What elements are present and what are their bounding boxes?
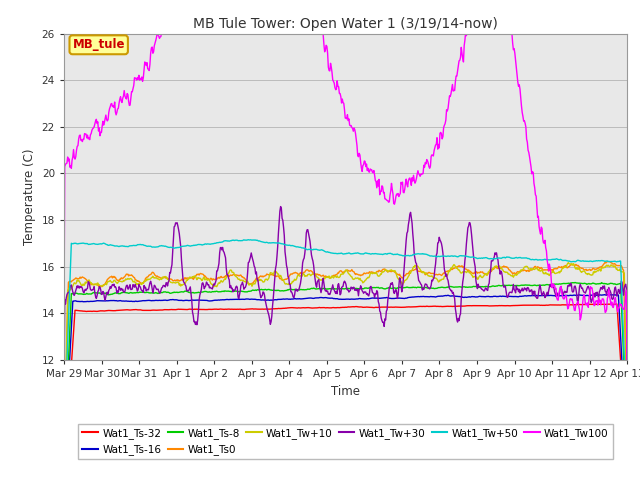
Wat1_Ts-8 <box>435 285 443 290</box>
Wat1_Tw+50 <box>280 241 287 247</box>
Wat1_Tw+10 <box>623 419 631 424</box>
Wat1_Ts-16 <box>279 296 287 302</box>
Wat1_Tw+50 <box>60 439 68 444</box>
Wat1_Tw+50 <box>623 429 631 434</box>
Wat1_Ts-32 <box>435 303 443 309</box>
Wat1_Ts-16 <box>404 295 412 300</box>
Wat1_Ts-8 <box>60 464 68 470</box>
Line: Wat1_Ts-32: Wat1_Ts-32 <box>64 304 627 475</box>
Wat1_Ts0 <box>258 274 266 279</box>
Wat1_Tw+10 <box>60 464 68 469</box>
Wat1_Tw+30 <box>276 204 284 209</box>
Wat1_Ts-32 <box>60 472 68 478</box>
Wat1_Tw+10 <box>258 277 266 283</box>
Wat1_Ts-16 <box>258 297 266 303</box>
Wat1_Ts-32 <box>404 304 412 310</box>
Wat1_Ts-8 <box>258 287 266 292</box>
Wat1_Tw+50 <box>230 237 237 243</box>
Wat1_Tw+10 <box>126 276 134 281</box>
Wat1_Ts-8 <box>230 288 237 294</box>
Line: Wat1_Ts-8: Wat1_Ts-8 <box>64 283 627 467</box>
Wat1_Tw+10 <box>564 260 572 265</box>
Wat1_Tw+30 <box>60 409 68 415</box>
Wat1_Tw+10 <box>404 275 412 280</box>
Wat1_Ts-16 <box>623 457 631 463</box>
Wat1_Ts-32 <box>126 307 134 313</box>
Wat1_Tw+30 <box>436 237 444 243</box>
Wat1_Ts0 <box>607 259 614 264</box>
Wat1_Ts-32 <box>279 305 287 311</box>
Wat1_Ts0 <box>230 271 237 277</box>
Line: Wat1_Tw+10: Wat1_Tw+10 <box>64 263 627 467</box>
Wat1_Ts-16 <box>435 293 443 299</box>
Wat1_Ts-16 <box>60 461 68 467</box>
Wat1_Ts0 <box>60 458 68 464</box>
Wat1_Tw100 <box>126 102 134 108</box>
X-axis label: Time: Time <box>331 384 360 397</box>
Wat1_Tw100 <box>60 319 68 325</box>
Wat1_Tw+50 <box>436 253 444 259</box>
Wat1_Tw+10 <box>435 278 443 284</box>
Text: MB_tule: MB_tule <box>72 38 125 51</box>
Line: Wat1_Ts0: Wat1_Ts0 <box>64 262 627 461</box>
Wat1_Ts-32 <box>623 457 631 463</box>
Y-axis label: Temperature (C): Temperature (C) <box>23 148 36 245</box>
Wat1_Ts-8 <box>279 288 287 294</box>
Wat1_Ts-8 <box>572 280 579 286</box>
Wat1_Tw+30 <box>280 224 287 230</box>
Wat1_Tw+50 <box>244 237 252 242</box>
Wat1_Tw100 <box>404 178 412 184</box>
Wat1_Ts-16 <box>604 292 612 298</box>
Wat1_Ts0 <box>126 272 134 278</box>
Wat1_Ts0 <box>623 422 631 428</box>
Wat1_Ts-32 <box>613 301 621 307</box>
Line: Wat1_Tw+30: Wat1_Tw+30 <box>64 206 627 412</box>
Wat1_Tw+30 <box>623 403 631 409</box>
Wat1_Tw+50 <box>259 239 266 245</box>
Wat1_Tw+30 <box>258 293 266 299</box>
Line: Wat1_Tw+50: Wat1_Tw+50 <box>64 240 627 442</box>
Wat1_Ts-8 <box>623 441 631 447</box>
Wat1_Tw+30 <box>230 287 237 293</box>
Title: MB Tule Tower: Open Water 1 (3/19/14-now): MB Tule Tower: Open Water 1 (3/19/14-now… <box>193 17 498 31</box>
Wat1_Ts-16 <box>126 299 134 304</box>
Wat1_Tw+30 <box>126 282 134 288</box>
Wat1_Tw+10 <box>230 270 237 276</box>
Wat1_Ts-8 <box>126 290 134 296</box>
Wat1_Tw+30 <box>404 222 412 228</box>
Line: Wat1_Tw100: Wat1_Tw100 <box>64 0 627 408</box>
Wat1_Tw100 <box>436 131 444 136</box>
Wat1_Ts0 <box>435 271 443 277</box>
Wat1_Ts-8 <box>404 284 412 290</box>
Wat1_Ts0 <box>404 271 412 276</box>
Wat1_Ts-32 <box>258 306 266 312</box>
Wat1_Tw+50 <box>404 252 412 258</box>
Wat1_Ts0 <box>279 277 287 283</box>
Wat1_Ts-32 <box>230 306 237 312</box>
Wat1_Tw+10 <box>279 276 287 282</box>
Wat1_Tw100 <box>623 405 631 410</box>
Legend: Wat1_Ts-32, Wat1_Ts-16, Wat1_Ts-8, Wat1_Ts0, Wat1_Tw+10, Wat1_Tw+30, Wat1_Tw+50,: Wat1_Ts-32, Wat1_Ts-16, Wat1_Ts-8, Wat1_… <box>78 424 613 459</box>
Wat1_Tw+50 <box>126 243 134 249</box>
Wat1_Ts-16 <box>230 297 237 302</box>
Line: Wat1_Ts-16: Wat1_Ts-16 <box>64 295 627 464</box>
